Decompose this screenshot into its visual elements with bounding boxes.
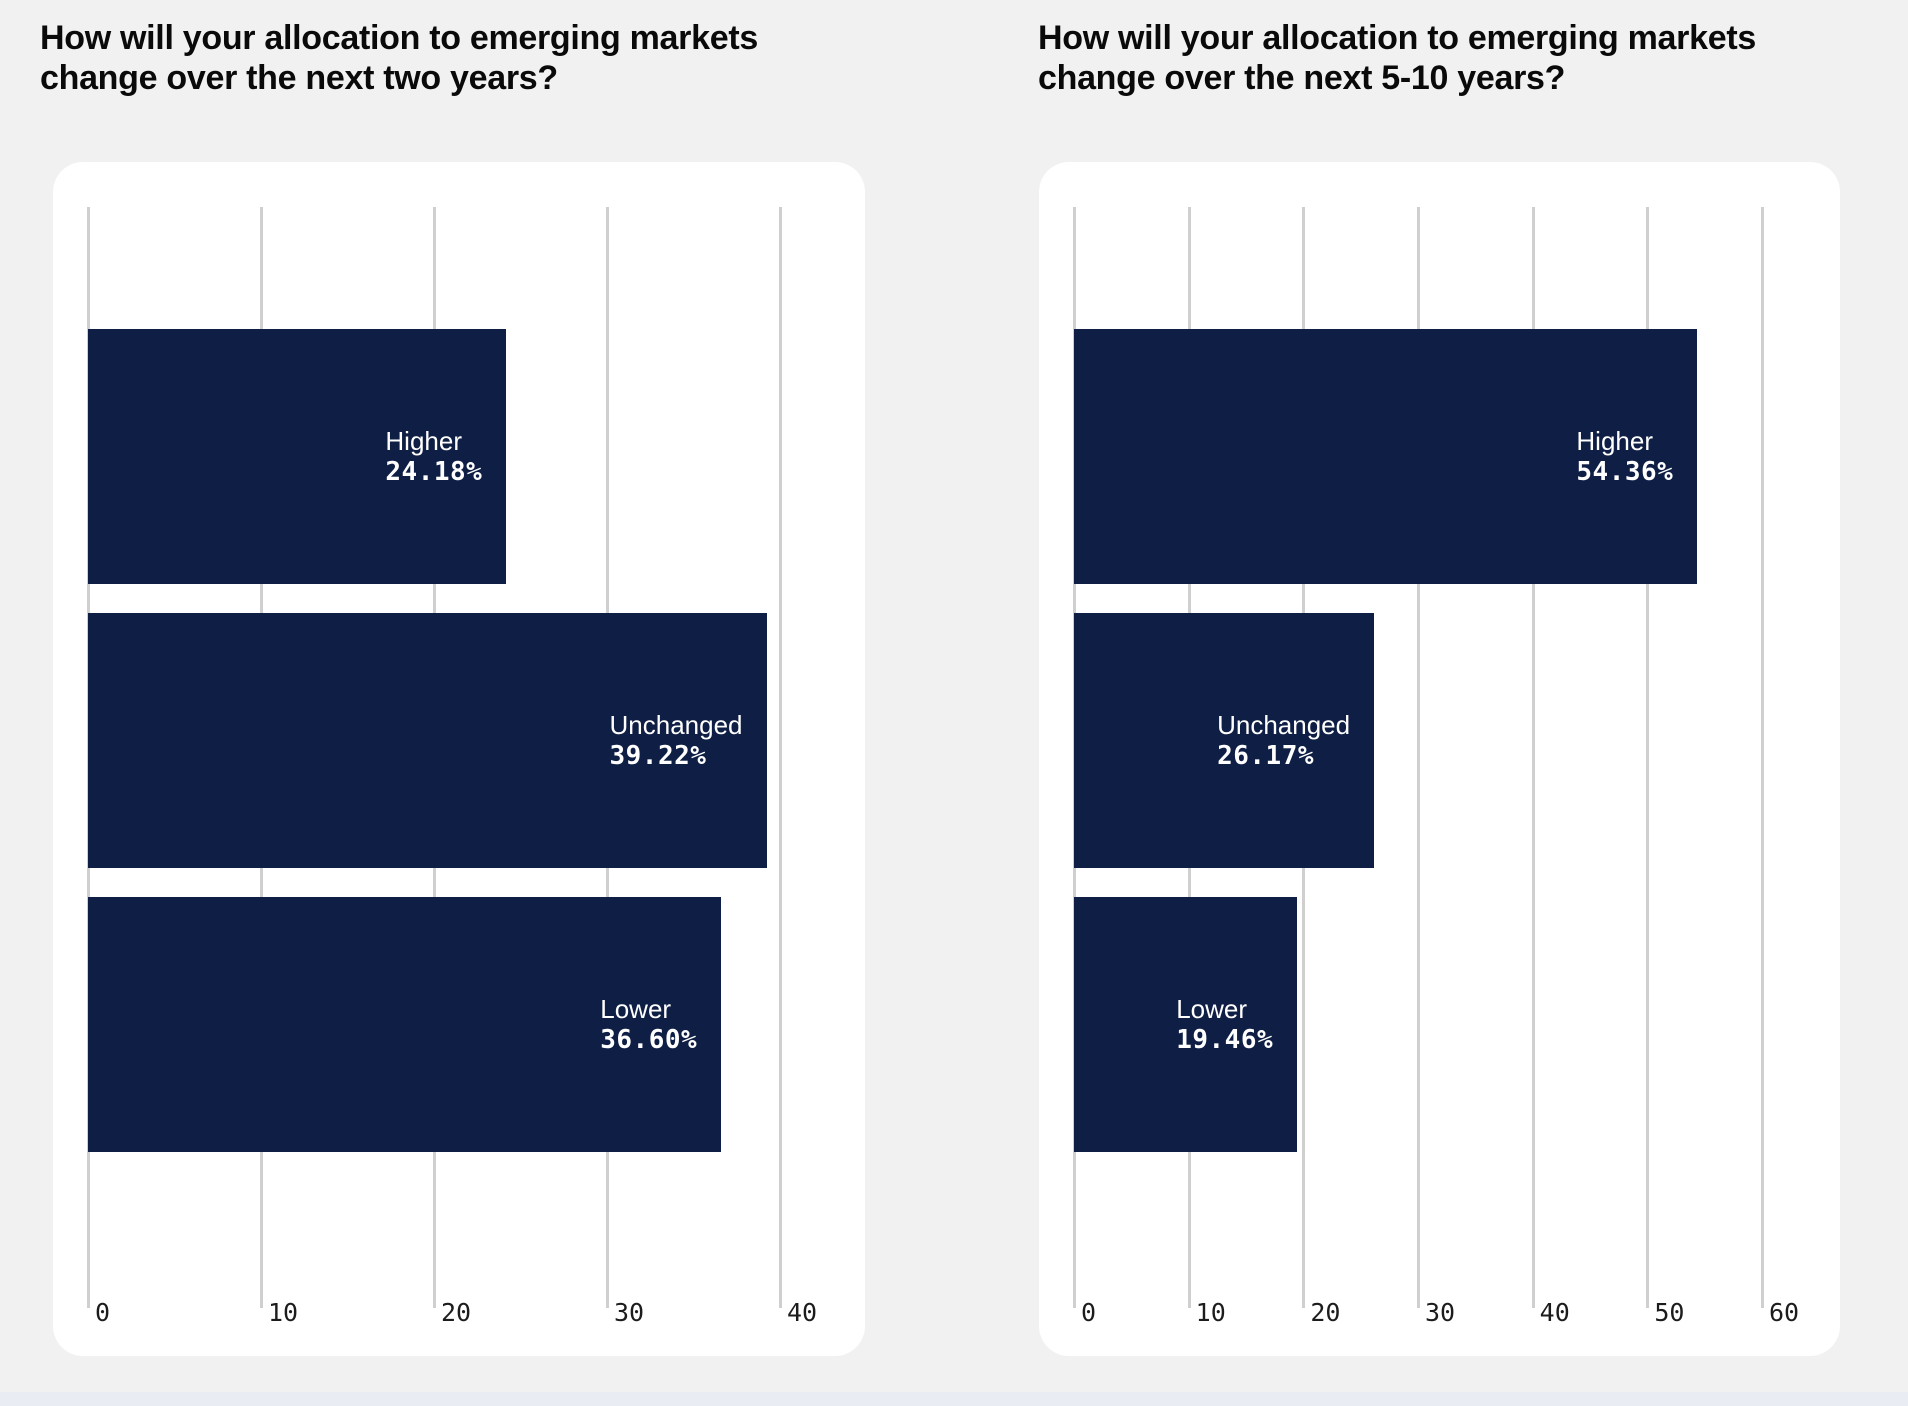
bar-label: Lower 36.60% — [600, 994, 697, 1056]
chart-card-five-ten-years: 0 10 20 30 40 50 60 Higher 54.36% Unchanged 26.17%… — [1039, 162, 1840, 1356]
bar-label: Higher 24.18% — [385, 426, 482, 488]
x-axis-tick-label: 50 — [1654, 1298, 1685, 1327]
bar-lower: Lower 36.60% — [88, 897, 722, 1152]
bar-lower: Lower 19.46% — [1074, 897, 1298, 1152]
bar-category-label: Higher — [1576, 425, 1653, 456]
bar-value-label: 39.22% — [609, 740, 707, 771]
x-axis-tick-label: 40 — [1539, 1298, 1570, 1327]
bar-label: Unchanged 26.17% — [1217, 710, 1350, 772]
bar-category-label: Higher — [385, 425, 462, 456]
bar-value-label: 26.17% — [1217, 740, 1314, 771]
bar-unchanged: Unchanged 26.17% — [1074, 613, 1375, 868]
gridline — [1417, 207, 1420, 1308]
footer-strip — [0, 1392, 1908, 1406]
plot-area: 0 10 20 30 40 Higher 24.18% Unchanged 39.22% Lowe… — [87, 207, 817, 1327]
bar-label: Unchanged 39.22% — [610, 710, 743, 772]
plot-area: 0 10 20 30 40 50 60 Higher 54.36% Unchanged 26.17%… — [1073, 207, 1799, 1327]
x-axis-tick-label: 20 — [1310, 1298, 1341, 1327]
chart-card-two-years: 0 10 20 30 40 Higher 24.18% Unchanged 39.22% Lowe… — [53, 162, 865, 1356]
chart-title-five-ten-years: How will your allocation to emerging mar… — [1038, 19, 1756, 97]
bar-higher: Higher 54.36% — [1074, 329, 1698, 584]
gridline — [1761, 207, 1764, 1308]
bar-value-label: 19.46% — [1176, 1024, 1274, 1055]
x-axis-tick-label: 60 — [1769, 1298, 1800, 1327]
bar-value-label: 54.36% — [1576, 456, 1674, 487]
gridline — [1646, 207, 1650, 1308]
x-axis-tick-label: 10 — [1195, 1298, 1226, 1327]
bar-unchanged: Unchanged 39.22% — [88, 613, 767, 868]
bar-category-label: Unchanged — [1217, 709, 1351, 740]
bar-value-label: 24.18% — [385, 456, 483, 487]
bar-value-label: 36.60% — [600, 1024, 698, 1055]
x-axis-tick-label: 40 — [787, 1298, 818, 1327]
x-axis-tick-label: 10 — [268, 1298, 299, 1327]
bar-label: Lower 19.46% — [1176, 994, 1273, 1056]
x-axis-tick-label: 30 — [1425, 1298, 1456, 1327]
chart-title-two-years: How will your allocation to emerging mar… — [40, 19, 758, 97]
bar-higher: Higher 24.18% — [88, 329, 507, 584]
x-axis-tick-label: 0 — [1081, 1298, 1097, 1327]
x-axis-tick-label: 30 — [614, 1298, 645, 1327]
x-axis-tick-label: 20 — [441, 1298, 472, 1327]
bar-category-label: Lower — [1176, 993, 1248, 1024]
bar-category-label: Unchanged — [609, 709, 743, 740]
bar-category-label: Lower — [600, 993, 672, 1024]
bar-label: Higher 54.36% — [1576, 426, 1673, 488]
gridline — [1531, 207, 1535, 1308]
x-axis-tick-label: 0 — [95, 1298, 111, 1327]
gridline — [779, 207, 782, 1308]
